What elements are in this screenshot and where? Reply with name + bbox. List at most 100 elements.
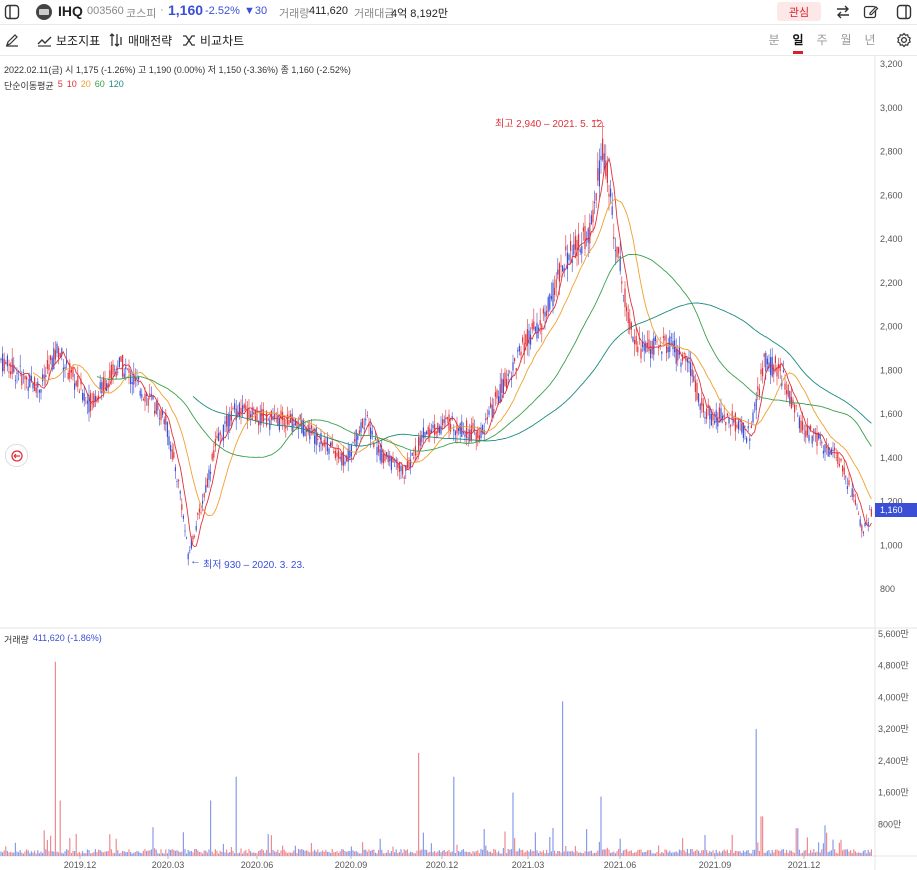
volume-bar — [27, 850, 29, 856]
candle-body — [587, 228, 589, 243]
tab-period-4[interactable]: 년 — [864, 33, 876, 47]
volume-bar — [706, 850, 708, 856]
volume-bar — [787, 852, 789, 856]
candle-body — [154, 410, 156, 414]
volume-bar — [547, 852, 549, 856]
candle-body — [746, 437, 748, 443]
candle-body — [200, 512, 202, 514]
edit-icon[interactable] — [861, 2, 881, 22]
volume-bar — [808, 853, 810, 856]
volume-bar — [352, 850, 354, 856]
candle-body — [234, 403, 236, 410]
candle-body — [32, 383, 34, 389]
reset-zoom-button[interactable] — [5, 444, 28, 467]
x-tick-label: 2021.09 — [699, 860, 732, 870]
candle-body — [506, 378, 508, 389]
volume-bar — [739, 851, 741, 856]
swap-arrows-icon[interactable] — [833, 2, 853, 22]
candle-body — [186, 537, 188, 539]
volume-bar — [669, 850, 671, 856]
candle-body — [264, 418, 266, 420]
tab-period-3[interactable]: 월 — [840, 33, 852, 47]
volume-legend: 거래량 411,620 (-1.86%) — [4, 633, 102, 646]
price-tick-label: 2,600 — [880, 190, 903, 200]
volume-bar — [619, 838, 621, 856]
volume-bar — [720, 852, 722, 856]
candle-body — [373, 443, 375, 448]
candle-body — [93, 393, 95, 407]
volume-bar — [390, 851, 392, 856]
candle-body — [110, 364, 112, 381]
chart-area[interactable]: 2022.02.11(금) 시 1,175 (-1.26%) 고 1,190 (… — [0, 56, 917, 870]
candle-body — [426, 431, 428, 435]
sidebar-toggle-icon[interactable] — [2, 2, 22, 22]
volume-bar — [210, 800, 212, 856]
candle-body — [224, 421, 226, 424]
change-amount: ▼30 — [244, 5, 268, 17]
strategy-button[interactable]: 매매전략 — [109, 31, 172, 49]
candle-body — [435, 431, 437, 434]
volume-bar — [138, 851, 140, 856]
drawing-pen-icon[interactable] — [2, 30, 22, 50]
candle-body — [358, 430, 360, 434]
candle-body — [512, 362, 514, 371]
candle-body — [475, 432, 477, 443]
candle-body — [430, 430, 432, 433]
candle-body — [342, 451, 344, 466]
volume-bar — [418, 752, 420, 856]
candle-body — [344, 461, 346, 465]
candle-body — [341, 453, 343, 466]
candle-body — [381, 448, 383, 463]
candle-body — [603, 153, 605, 171]
volume-bar — [190, 851, 192, 856]
stock-logo-icon — [36, 4, 52, 20]
volume-bar — [254, 852, 256, 856]
compare-button[interactable]: 비교차트 — [182, 31, 244, 49]
volume-bar — [208, 849, 210, 856]
candle-body — [613, 236, 615, 240]
candle-body — [581, 246, 583, 254]
indicator-label: 보조지표 — [56, 33, 101, 48]
volume-bar — [424, 849, 426, 856]
volume-bar — [192, 852, 194, 856]
tab-period-0[interactable]: 분 — [768, 33, 780, 47]
volume-bar — [778, 850, 780, 856]
volume-bar — [493, 848, 495, 856]
candle-body — [502, 379, 504, 394]
volume-bar — [514, 838, 516, 856]
volume-tick-label: 3,200만 — [878, 724, 909, 734]
volume-bar — [621, 852, 623, 856]
candle-body — [104, 378, 106, 390]
candle-body — [3, 358, 5, 372]
candle-body — [794, 404, 796, 413]
price-volume-chart[interactable]: 3,200 3,000 2,800 2,600 2,400 2,200 2,000 1,800… — [0, 56, 917, 870]
settings-gear-icon[interactable] — [894, 30, 914, 50]
volume-bar — [282, 845, 284, 856]
candle-body — [206, 478, 208, 487]
volume-bar — [690, 848, 692, 856]
candle-body — [592, 209, 594, 223]
volume-bar — [154, 848, 156, 856]
candle-body — [197, 513, 199, 515]
volume-bar — [82, 851, 84, 856]
volume-bar — [755, 729, 757, 856]
ohlc-info: 2022.02.11(금) 시 1,175 (-1.26%) 고 1,190 (… — [4, 65, 351, 75]
volume-bar — [600, 796, 602, 856]
volume-bar — [18, 852, 20, 856]
volume-bar — [506, 853, 508, 856]
candle-body — [53, 348, 55, 370]
tab-period-2[interactable]: 주 — [816, 33, 828, 47]
candle-body — [590, 215, 592, 224]
tab-period-1[interactable]: 일 — [792, 33, 804, 47]
candle-body — [336, 452, 338, 457]
indicator-button[interactable]: 보조지표 — [37, 31, 100, 49]
price-tick-label: 3,000 — [880, 103, 903, 113]
volume-bar — [717, 852, 719, 856]
watch-button[interactable]: 관심 — [777, 2, 821, 21]
candle-body — [842, 465, 844, 472]
volume-bar — [147, 850, 149, 856]
volume-bar — [678, 849, 680, 856]
candle-body — [293, 423, 295, 426]
volume-bar — [267, 834, 269, 856]
panel-toggle-icon[interactable] — [894, 2, 914, 22]
